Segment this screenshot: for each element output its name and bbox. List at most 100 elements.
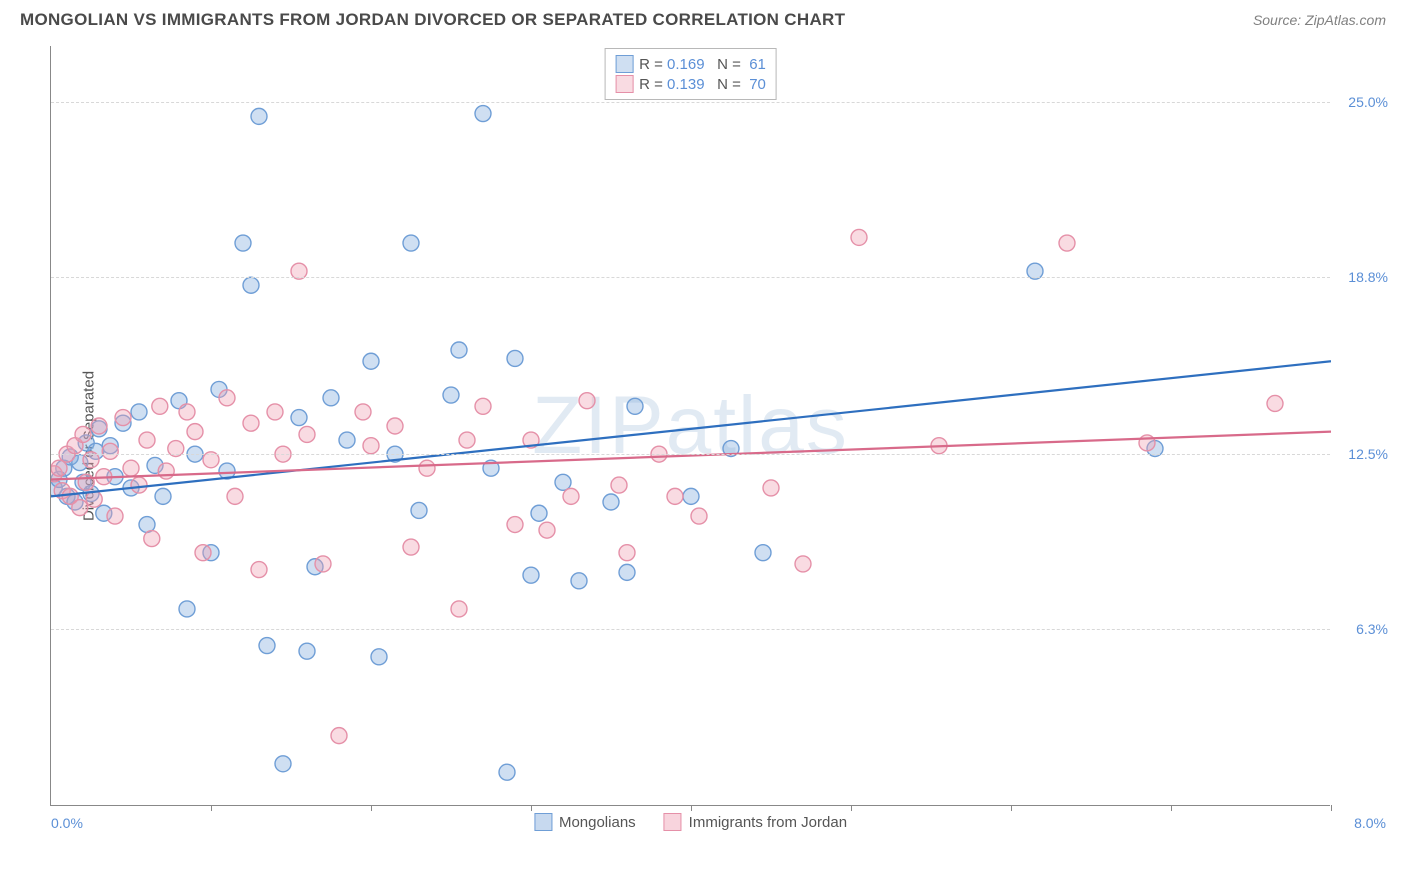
data-point xyxy=(115,410,131,426)
data-point xyxy=(755,545,771,561)
data-point xyxy=(139,432,155,448)
trend-line xyxy=(51,432,1331,480)
data-point xyxy=(563,488,579,504)
data-point xyxy=(1267,395,1283,411)
x-min-label: 0.0% xyxy=(51,815,83,831)
data-point xyxy=(571,573,587,589)
chart-title: MONGOLIAN VS IMMIGRANTS FROM JORDAN DIVO… xyxy=(20,10,845,30)
data-point xyxy=(619,545,635,561)
data-point xyxy=(363,353,379,369)
data-point xyxy=(155,488,171,504)
legend-stat-row: R = 0.169 N = 61 xyxy=(615,55,766,73)
legend-swatch xyxy=(534,813,552,831)
data-point xyxy=(144,531,160,547)
data-point xyxy=(1059,235,1075,251)
data-point xyxy=(579,393,595,409)
data-point xyxy=(91,418,107,434)
data-point xyxy=(51,460,67,476)
data-point xyxy=(243,415,259,431)
data-point xyxy=(611,477,627,493)
data-point xyxy=(363,438,379,454)
data-point xyxy=(227,488,243,504)
data-point xyxy=(411,502,427,518)
data-point xyxy=(331,728,347,744)
data-point xyxy=(443,387,459,403)
data-point xyxy=(451,342,467,358)
x-tick xyxy=(1171,805,1172,811)
gridline-h xyxy=(51,629,1330,630)
data-point xyxy=(339,432,355,448)
data-point xyxy=(131,477,147,493)
legend-stat-row: R = 0.139 N = 70 xyxy=(615,75,766,93)
data-point xyxy=(299,426,315,442)
data-point xyxy=(507,517,523,533)
legend-swatch xyxy=(615,75,633,93)
data-point xyxy=(763,480,779,496)
data-point xyxy=(152,398,168,414)
data-point xyxy=(531,505,547,521)
data-point xyxy=(387,418,403,434)
data-point xyxy=(555,474,571,490)
legend-label: Mongolians xyxy=(559,814,636,831)
legend-stat-text: R = 0.169 N = 61 xyxy=(639,56,766,73)
data-point xyxy=(72,500,88,516)
data-point xyxy=(403,235,419,251)
legend-swatch xyxy=(615,55,633,73)
data-point xyxy=(195,545,211,561)
data-point xyxy=(102,443,118,459)
data-point xyxy=(78,474,94,490)
data-point xyxy=(275,756,291,772)
data-point xyxy=(355,404,371,420)
x-tick xyxy=(211,805,212,811)
data-point xyxy=(187,424,203,440)
data-point xyxy=(315,556,331,572)
data-point xyxy=(691,508,707,524)
legend-item: Immigrants from Jordan xyxy=(664,813,847,831)
data-point xyxy=(299,643,315,659)
data-point xyxy=(523,567,539,583)
x-tick xyxy=(691,805,692,811)
x-tick xyxy=(531,805,532,811)
data-point xyxy=(627,398,643,414)
data-point xyxy=(539,522,555,538)
gridline-h xyxy=(51,277,1330,278)
data-point xyxy=(323,390,339,406)
data-point xyxy=(475,398,491,414)
data-point xyxy=(371,649,387,665)
gridline-h xyxy=(51,454,1330,455)
data-point xyxy=(219,390,235,406)
y-tick-label: 25.0% xyxy=(1334,94,1388,110)
data-point xyxy=(667,488,683,504)
data-point xyxy=(451,601,467,617)
plot-area: ZIPatlas R = 0.169 N = 61R = 0.139 N = 7… xyxy=(50,46,1330,806)
source-label: Source: ZipAtlas.com xyxy=(1253,12,1386,28)
data-point xyxy=(403,539,419,555)
data-point xyxy=(259,638,275,654)
data-point xyxy=(86,491,102,507)
data-point xyxy=(603,494,619,510)
y-tick-label: 12.5% xyxy=(1334,446,1388,462)
y-tick-label: 18.8% xyxy=(1334,269,1388,285)
data-point xyxy=(107,508,123,524)
data-point xyxy=(267,404,283,420)
legend-stats: R = 0.169 N = 61 R = 0.139 N = 70 xyxy=(604,48,777,100)
data-point xyxy=(499,764,515,780)
data-point xyxy=(619,564,635,580)
x-tick xyxy=(851,805,852,811)
x-tick xyxy=(1011,805,1012,811)
y-tick-label: 6.3% xyxy=(1334,621,1388,637)
trend-line xyxy=(51,361,1331,496)
legend-series: Mongolians Immigrants from Jordan xyxy=(534,813,847,831)
data-point xyxy=(158,463,174,479)
data-point xyxy=(419,460,435,476)
scatter-svg xyxy=(51,46,1331,806)
data-point xyxy=(251,108,267,124)
x-tick xyxy=(1331,805,1332,811)
data-point xyxy=(131,404,147,420)
data-point xyxy=(75,426,91,442)
data-point xyxy=(235,235,251,251)
data-point xyxy=(179,404,195,420)
legend-stat-text: R = 0.139 N = 70 xyxy=(639,76,766,93)
data-point xyxy=(179,601,195,617)
data-point xyxy=(507,350,523,366)
